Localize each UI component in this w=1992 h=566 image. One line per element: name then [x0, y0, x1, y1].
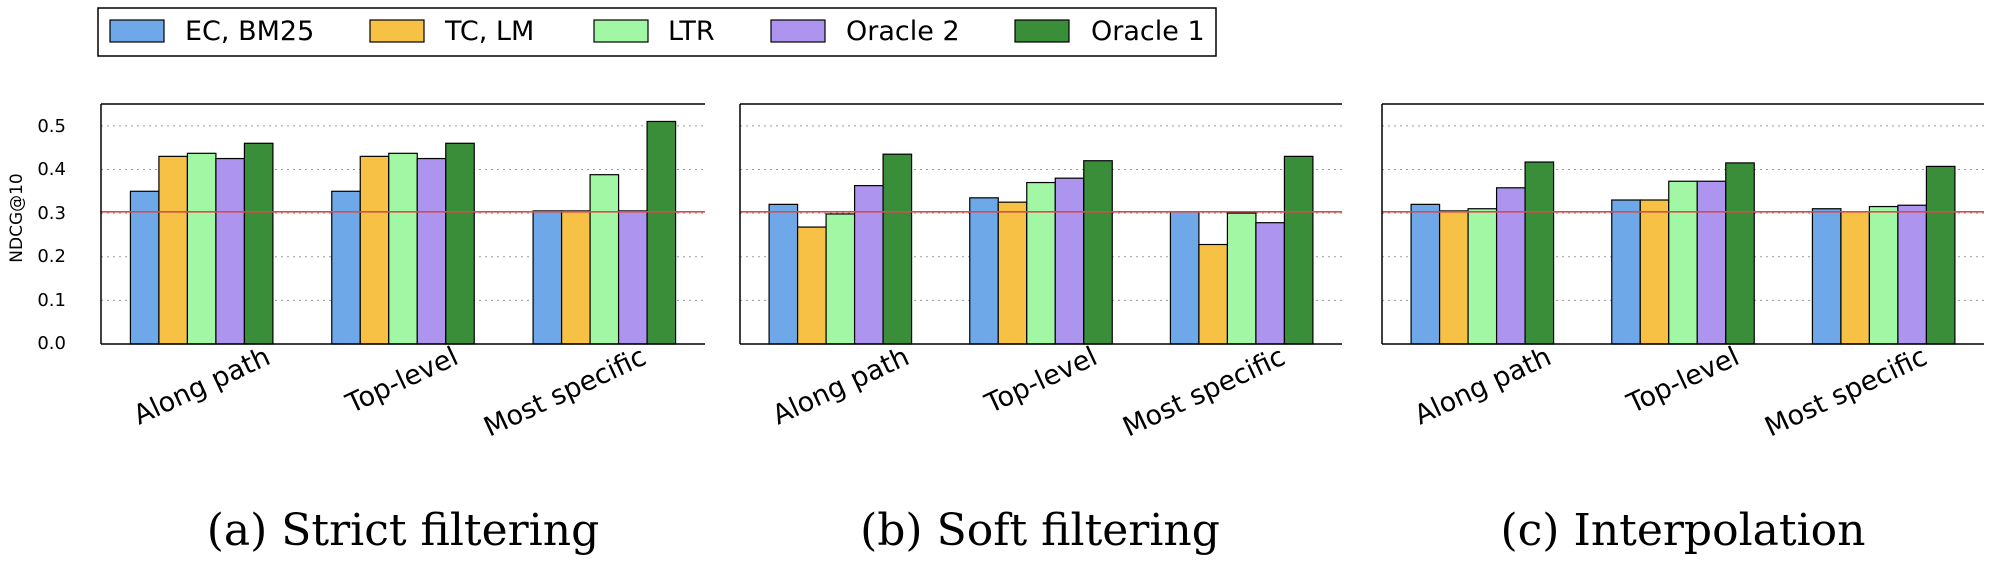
y-tick-label: 0.3 — [37, 203, 66, 224]
bar — [1255, 222, 1286, 345]
bar — [1925, 165, 1956, 345]
category-label: Most specific — [1118, 341, 1290, 443]
bar — [1840, 211, 1871, 345]
y-tick-label: 0.4 — [37, 159, 66, 180]
panel-caption: (b) Soft filtering — [860, 505, 1220, 556]
legend-label-ltr: LTR — [668, 16, 715, 47]
legend-label-ec-bm25: EC, BM25 — [185, 16, 314, 47]
bar — [1611, 199, 1641, 345]
bar — [129, 190, 160, 345]
bar — [1226, 212, 1257, 345]
category-label: Most specific — [1760, 341, 1932, 443]
bar — [1198, 243, 1229, 345]
bar — [1639, 199, 1670, 345]
bar — [646, 120, 677, 345]
category-label: Along path — [768, 341, 914, 431]
legend-label-tc-lm: TC, LM — [444, 16, 534, 47]
y-axis-label: NDCG@10 — [7, 173, 27, 262]
bar — [416, 157, 447, 345]
category-label: Along path — [1410, 341, 1556, 431]
bar — [445, 142, 475, 345]
bar — [388, 152, 418, 345]
axes — [1381, 103, 1984, 345]
legend-swatch-tc-lm — [369, 19, 425, 43]
legend: EC, BM25 TC, LM LTR Oracle 2 Oracle 1 — [97, 7, 1217, 57]
category-label: Most specific — [479, 341, 651, 443]
axes — [739, 103, 1342, 345]
bar — [532, 210, 563, 345]
panel-soft-filtering: Along path Top-level Most specific (b) S… — [739, 103, 1342, 556]
bar — [969, 197, 999, 345]
bar — [1696, 180, 1727, 345]
panel-caption: (c) Interpolation — [1501, 505, 1866, 556]
bar — [589, 174, 620, 345]
y-tick-label: 0.1 — [37, 290, 66, 311]
bar — [1054, 177, 1085, 345]
bar — [1811, 208, 1842, 345]
bar — [825, 213, 856, 345]
legend-label-oracle-2: Oracle 2 — [846, 16, 960, 47]
category-label: Along path — [129, 341, 275, 431]
bar — [1283, 155, 1314, 345]
y-tick-label: 0.0 — [37, 333, 66, 354]
bars — [129, 120, 677, 345]
bar — [1897, 204, 1928, 345]
bar — [617, 210, 648, 345]
bar — [1410, 203, 1441, 345]
legend-swatch-ec-bm25 — [109, 19, 165, 43]
panel-caption: (a) Strict filtering — [207, 505, 600, 556]
y-tick-label: 0.2 — [37, 246, 66, 267]
bar — [1868, 205, 1899, 345]
bar — [1467, 208, 1498, 345]
bar — [997, 201, 1028, 345]
bar — [882, 153, 913, 345]
bar — [1725, 162, 1755, 345]
bar — [359, 155, 390, 345]
bar — [853, 185, 884, 345]
axes — [100, 103, 705, 345]
bar — [768, 203, 799, 345]
category-label: Top-level — [341, 341, 463, 420]
bar — [1438, 210, 1469, 345]
bar — [158, 155, 189, 345]
bar — [331, 190, 361, 345]
bars — [768, 153, 1314, 345]
panel-strict-filtering: NDCG@10 0.0 0.1 0.2 0.3 0.4 0.5 Along pa… — [7, 103, 705, 556]
bar — [215, 157, 246, 345]
panel-interpolation: Along path Top-level Most specific (c) I… — [1381, 103, 1984, 556]
legend-swatch-oracle-1 — [1014, 19, 1070, 43]
bar — [796, 226, 827, 345]
bar — [560, 210, 591, 345]
bar — [1524, 161, 1555, 345]
bar — [186, 152, 217, 345]
bar — [1169, 211, 1200, 345]
bar — [1083, 160, 1113, 345]
category-label: Top-level — [980, 341, 1102, 420]
legend-swatch-ltr — [593, 19, 649, 43]
bars — [1410, 161, 1956, 345]
category-label: Top-level — [1622, 341, 1744, 420]
legend-label-oracle-1: Oracle 1 — [1091, 16, 1205, 47]
bar — [1668, 180, 1698, 345]
bar — [243, 142, 274, 345]
y-tick-label: 0.5 — [37, 116, 66, 137]
bar — [1026, 181, 1056, 345]
legend-swatch-oracle-2 — [770, 19, 826, 43]
